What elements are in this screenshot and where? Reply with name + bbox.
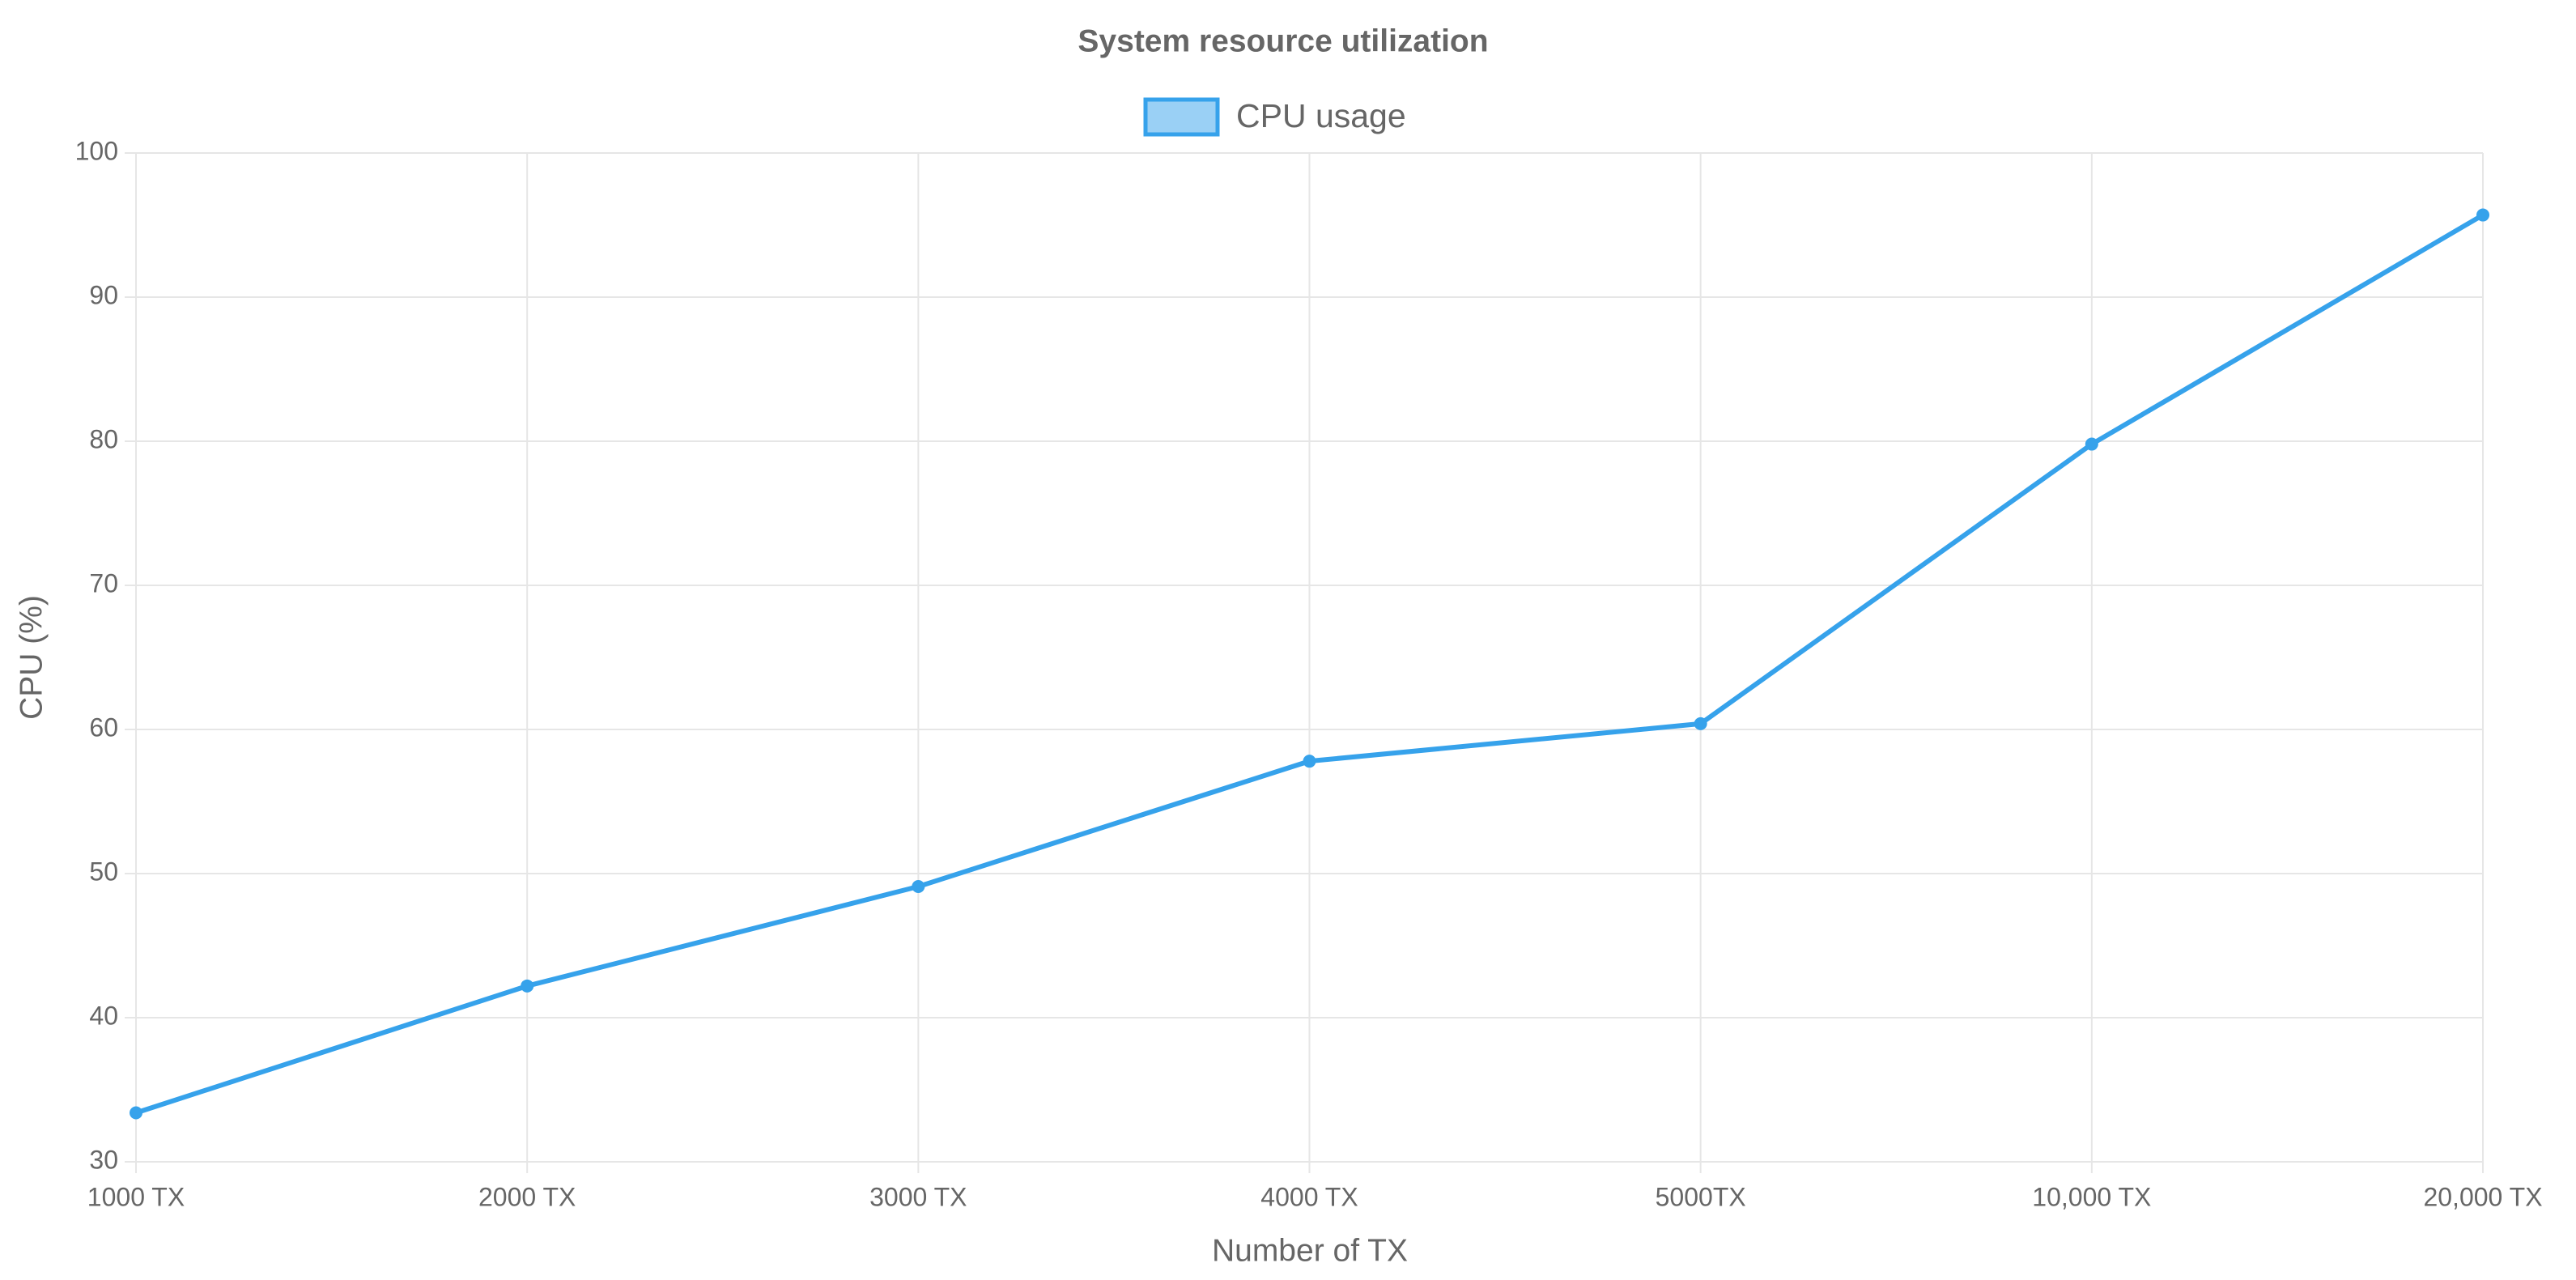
y-tick-label: 40	[89, 1001, 118, 1030]
legend-text: CPU usage	[1236, 97, 1406, 134]
x-tick-label: 20,000 TX	[2423, 1182, 2542, 1211]
x-tick-label: 3000 TX	[869, 1182, 967, 1211]
legend-swatch	[1143, 97, 1220, 137]
y-tick-label: 90	[89, 280, 118, 309]
chart-title: System resource utilization	[1078, 23, 1488, 58]
y-tick-label: 80	[89, 424, 118, 453]
x-tick-label: 4000 TX	[1260, 1182, 1358, 1211]
y-tick-label: 60	[89, 712, 118, 742]
x-tick-label: 1000 TX	[87, 1182, 185, 1211]
y-tick-label: 70	[89, 568, 118, 597]
data-point	[1303, 755, 1316, 768]
y-tick-label: 50	[89, 857, 118, 886]
x-tick-label: 2000 TX	[478, 1182, 576, 1211]
data-point	[2476, 208, 2489, 222]
data-point	[1694, 717, 1707, 730]
x-tick-label: 10,000 TX	[2032, 1182, 2151, 1211]
y-axis-title: CPU (%)	[14, 595, 49, 720]
data-point	[130, 1106, 142, 1120]
data-point	[2085, 437, 2098, 451]
x-axis-title: Number of TX	[1212, 1233, 1408, 1268]
data-point	[912, 880, 925, 894]
y-tick-label: 100	[75, 136, 118, 165]
data-point	[521, 979, 534, 993]
y-tick-label: 30	[89, 1145, 118, 1174]
x-tick-label: 5000TX	[1656, 1182, 1746, 1211]
